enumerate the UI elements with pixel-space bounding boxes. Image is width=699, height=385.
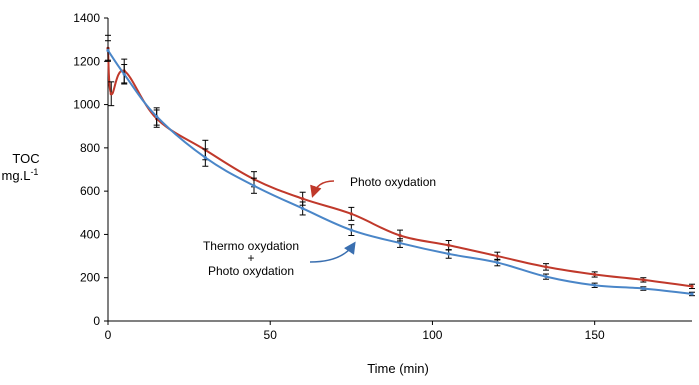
data-point	[641, 286, 645, 291]
y-axis-title-line2: mg.L-1	[2, 167, 39, 183]
data-point	[349, 228, 353, 232]
photo-oxydation-arrow	[310, 180, 335, 198]
data-point	[398, 233, 402, 238]
y-tick-label: 1200	[73, 54, 100, 68]
y-axis-title-line1: TOC	[12, 151, 39, 166]
y-ticks: 0 200 400 600 800 1000 1200 1400	[73, 11, 108, 328]
data-point	[109, 92, 113, 96]
y-tick-label: 1000	[73, 98, 100, 112]
data-point	[447, 252, 451, 256]
y-tick-label: 600	[80, 184, 100, 198]
series-thermo-photo-oxydation	[105, 40, 695, 297]
series-line	[107, 49, 693, 295]
data-point	[641, 278, 645, 282]
x-tick-label: 150	[585, 328, 605, 342]
data-point	[593, 272, 597, 277]
x-tick-label: 50	[264, 328, 278, 342]
annotation-photo-oxydation: Photo oxydation	[350, 175, 436, 189]
y-tick-label: 400	[80, 227, 100, 241]
series-line	[107, 48, 693, 288]
data-point	[593, 283, 597, 287]
thermo-photo-oxydation-arrow	[309, 241, 356, 263]
annotation-photo-oxydation-2: Photo oxydation	[208, 264, 294, 278]
data-point	[301, 206, 305, 211]
x-ticks: 0 50 100 150	[105, 321, 605, 342]
data-point	[122, 72, 126, 76]
annotation-plus: +	[247, 251, 254, 265]
y-tick-label: 0	[93, 314, 100, 328]
data-point	[203, 155, 207, 160]
y-tick-label: 200	[80, 271, 100, 285]
y-axis-unit: mg.L	[2, 168, 31, 183]
data-point	[544, 275, 548, 279]
data-point	[495, 254, 499, 258]
data-point	[301, 197, 305, 201]
x-tick-label: 100	[422, 328, 442, 342]
data-point	[106, 48, 110, 53]
data-point	[690, 292, 694, 296]
data-point	[155, 114, 159, 119]
data-point	[252, 184, 256, 188]
data-point	[495, 260, 499, 265]
data-point	[349, 212, 353, 216]
x-tick-label: 0	[105, 328, 112, 342]
data-point	[544, 265, 548, 269]
y-axis-unit-superscript: -1	[30, 167, 38, 177]
y-tick-label: 800	[80, 141, 100, 155]
y-tick-label: 1400	[73, 11, 100, 25]
data-point	[690, 284, 694, 288]
x-axis-title: Time (min)	[367, 361, 429, 376]
data-point	[447, 243, 451, 247]
data-point	[398, 241, 402, 245]
annotation-thermo-oxydation: Thermo oxydation	[203, 239, 299, 253]
series-group	[105, 34, 695, 297]
series-photo-oxydation	[105, 34, 695, 290]
